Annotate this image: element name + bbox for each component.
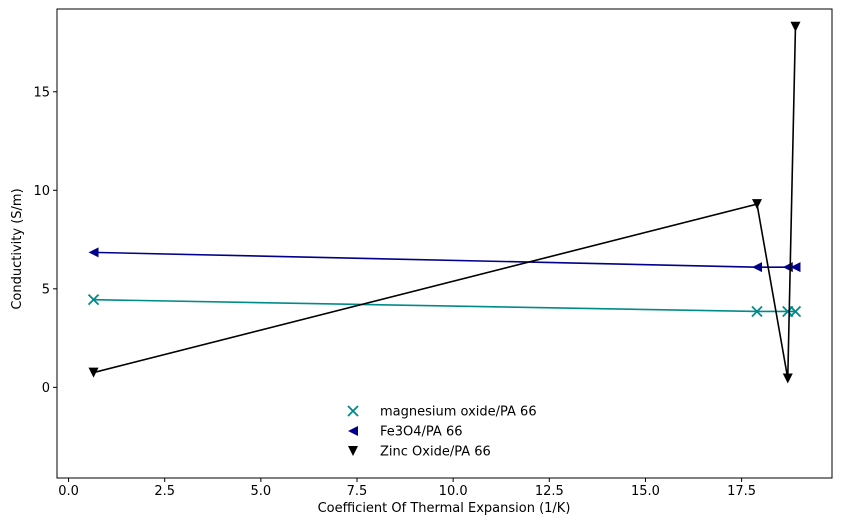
y-tick-label-1: 5 [42,282,50,297]
axes: 0.0 2.5 5.0 7.5 10.0 12.5 15.0 17.5 0 5 10 15 [33,8,833,499]
series-0-point-3 [789,305,802,318]
x-tick-label-0: 0.0 [58,484,79,499]
series-1-point-1 [752,262,762,273]
x-tick-label-4: 10.0 [439,484,468,499]
legend-marker-0-stroke-b [347,405,359,417]
y-tick-label-2: 10 [33,184,50,199]
series-1-point-3 [790,262,801,273]
series-line-0 [93,298,796,313]
plot-frame [56,8,833,479]
legend: magnesium oxide/PA 66 Fe3O4/PA 66 Zinc Oxi… [347,405,537,460]
series-1-point-0 [88,247,99,258]
series-line-1 [93,251,796,268]
x-tick-label-2: 5.0 [251,484,272,499]
series-0-point-0 [87,294,100,306]
x-tick-label-7: 17.5 [727,484,756,499]
plot-area [87,21,802,384]
series-0-point-3-stroke-b [789,305,802,318]
series-line-2 [93,26,797,379]
y-axis-title: Conductivity (S/m) [10,188,25,309]
series-2-point-3 [790,21,801,32]
x-tick-label-1: 2.5 [154,484,175,499]
series-2-point-2 [782,373,793,384]
x-tick-label-6: 15.0 [631,484,660,499]
x-axis-title: Coefficient Of Thermal Expansion (1/K) [318,501,571,516]
y-tick-label-3: 15 [33,85,50,100]
series-0-point-1-stroke-b [751,305,763,318]
x-tick-label-5: 12.5 [535,484,564,499]
x-tick-label-3: 7.5 [347,484,368,499]
series-0-point-1 [751,305,763,318]
legend-marker-1 [348,426,358,436]
legend-marker-2 [348,446,358,456]
series-2-point-1 [752,199,762,210]
series-0-point-0-stroke-b [87,294,100,306]
y-tick-label-0: 0 [42,381,50,396]
legend-label-2: Zinc Oxide/PA 66 [380,445,491,460]
legend-marker-0 [347,405,359,417]
legend-label-0: magnesium oxide/PA 66 [380,405,537,420]
series-2-point-0 [88,367,99,378]
legend-label-1: Fe3O4/PA 66 [380,425,463,440]
